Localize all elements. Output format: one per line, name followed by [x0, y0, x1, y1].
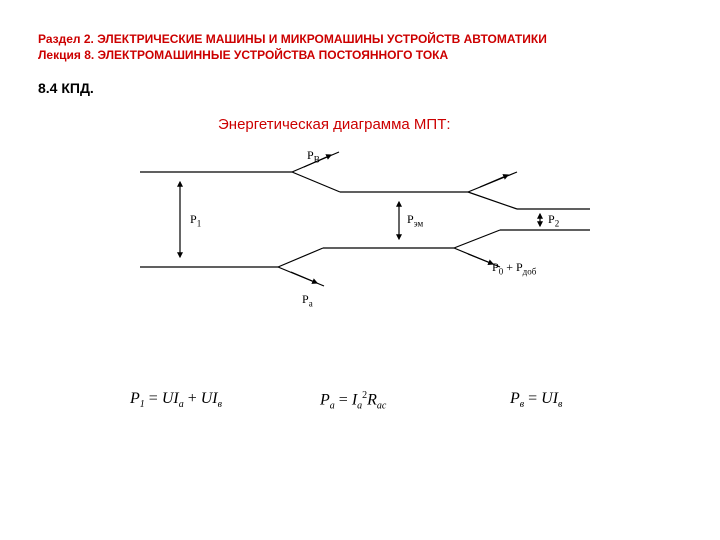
formula-row: P1 = UIa + UIв Pa = Ia2Rас Pв = UIв [0, 390, 720, 420]
dimension-arrow [468, 254, 493, 264]
section-heading: 8.4 КПД. [38, 80, 94, 96]
diagram-edge [468, 192, 517, 209]
header-line-2: Лекция 8. ЭЛЕКТРОМАШИННЫЕ УСТРОЙСТВА ПОС… [38, 48, 448, 62]
diagram-edge [454, 230, 500, 248]
lecture-slide: Раздел 2. ЭЛЕКТРИЧЕСКИЕ МАШИНЫ И МИКРОМА… [0, 0, 720, 540]
dimension-arrow [291, 272, 317, 283]
diagram-label-pb: PВ [307, 148, 320, 164]
diagram-label-p2: P2 [548, 212, 559, 228]
formula-pv: Pв = UIв [510, 390, 562, 410]
dimension-arrow [480, 175, 508, 187]
diagram-title: Энергетическая диаграмма МПТ: [218, 116, 451, 133]
formula-p1: P1 = UIa + UIв [130, 390, 222, 410]
diagram-label-p0dob: P0 + Pдоб [492, 260, 536, 276]
diagram-label-p1: P1 [190, 212, 201, 228]
diagram-label-pem: Pэм [407, 212, 423, 228]
energy-diagram: P1 PВ Pа Pэм P2 P0 + Pдоб [110, 142, 610, 332]
diagram-edge [278, 248, 323, 267]
diagram-svg [110, 142, 610, 332]
diagram-edge [292, 172, 340, 192]
diagram-label-pa: Pа [302, 292, 313, 308]
header-line-1: Раздел 2. ЭЛЕКТРИЧЕСКИЕ МАШИНЫ И МИКРОМА… [38, 32, 547, 46]
formula-pa: Pa = Ia2Rас [320, 390, 386, 412]
